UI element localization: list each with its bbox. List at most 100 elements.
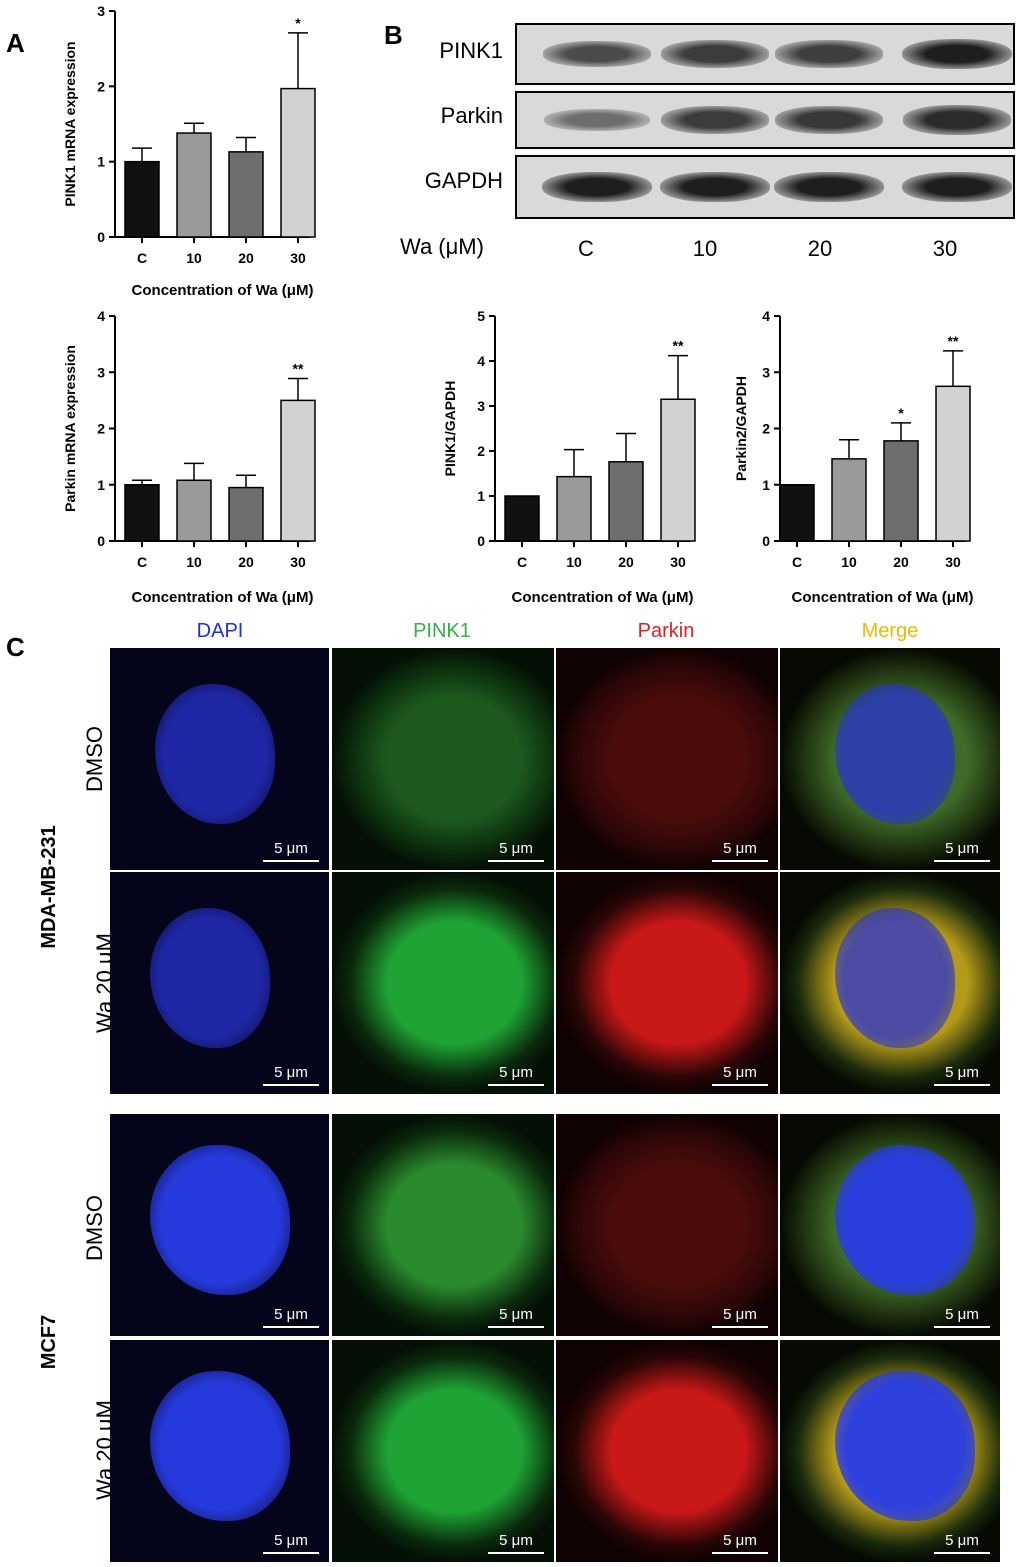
chart-pink1-mrna: 0 1 2 3 PINK1 mRNA expression C 10 20 * 30 Concent… [62,3,316,299]
y-tick-label: 4 [97,308,105,324]
micrograph-dapi-row-4: 5 μm [110,1340,329,1562]
scale-bar-label: 5 μm [274,1532,308,1549]
blot-lane-label-10: 10 [692,236,718,261]
bar-30 [660,398,696,542]
nucleus-shape [835,684,955,824]
channel-label-pink1: PINK1 [413,620,471,642]
scale-bar [488,1326,544,1328]
scale-bar [712,860,768,862]
scale-bar [488,1084,544,1086]
bar-30 [280,87,316,238]
blot-lane-label-c: C [578,236,594,261]
x-tick-label: 30 [290,554,306,570]
blot-lane-label-30: 30 [932,236,958,261]
y-tick-label: 0 [477,533,485,549]
scale-bar-label: 5 μm [274,1306,308,1323]
bar-20 [228,486,264,542]
bar-10 [176,479,212,542]
scale-bar [488,1552,544,1554]
significance-mark: ** [948,333,959,349]
blot-band [543,41,651,67]
blot-strip-gapdh [515,155,1015,219]
y-tick-label: 1 [762,477,770,493]
nucleus-shape [835,1371,975,1521]
scale-bar-label: 5 μm [499,1064,533,1081]
micrograph-pink1-row-1: 5 μm [332,648,554,870]
micrograph-pink1-row-4: 5 μm [332,1340,554,1562]
x-tick-label: 10 [186,554,202,570]
nucleus-shape [835,1145,975,1295]
blot-band [902,105,1012,135]
scale-bar-label: 5 μm [723,1064,757,1081]
micrograph-parkin-row-4: 5 μm [556,1340,778,1562]
blot-lane-axis-label: Wa (μM) [400,234,484,259]
blot-band [661,40,769,68]
scale-bar [934,860,990,862]
x-axis-label: Concentration of Wa (μM) [512,589,694,606]
micrograph-parkin-row-2: 5 μm [556,872,778,1094]
blot-band [660,171,770,203]
chart-parkin-mrna: 0 1 2 3 4 Parkin mRNA expression C 10 20 ** 30 Conc… [62,308,316,606]
bar-10 [831,458,867,542]
scale-bar [934,1326,990,1328]
y-tick-label: 1 [97,154,105,170]
channel-label-dapi: DAPI [196,620,244,642]
bar-C [779,484,815,542]
blot-row-label-gapdh: GAPDH [424,168,503,193]
condition-label-mcf7-dmso: DMSO [82,1195,107,1261]
scale-bar-label: 5 μm [274,1064,308,1081]
y-tick-label: 2 [97,78,105,94]
bar-10 [176,132,212,238]
bar-C [124,484,160,542]
scale-bar-label: 5 μm [945,1532,979,1549]
x-tick-label: 30 [945,554,961,570]
nucleus-shape [155,684,275,824]
blot-lane-label-20: 20 [807,236,833,261]
micrograph-dapi-row-1: 5 μm [110,648,329,870]
micrograph-parkin-row-3: 5 μm [556,1114,778,1336]
scale-bar [712,1084,768,1086]
micrograph-merge-row-3: 5 μm [780,1114,1000,1336]
panel-letter-a: A [6,28,25,58]
y-tick-label: 1 [97,477,105,493]
scale-bar-label: 5 μm [723,1532,757,1549]
y-tick-label: 0 [762,533,770,549]
y-tick-label: 4 [477,353,485,369]
scale-bar-label: 5 μm [723,1306,757,1323]
bar-20 [228,151,264,238]
scale-bar-label: 5 μm [945,840,979,857]
panel-letter-b: B [384,20,403,50]
blot-band [661,106,769,134]
bar-C [124,160,160,238]
scale-bar-label: 5 μm [499,840,533,857]
bar-30 [935,385,971,542]
significance-mark: * [295,15,301,31]
y-tick-label: 2 [477,443,485,459]
y-tick-label: 3 [477,398,485,414]
nucleus-shape [835,908,955,1048]
x-tick-label: C [137,554,147,570]
chart-parkin2-gapdh: 0 1 2 3 4 Parkin2/GAPDH C 10 * 20 ** 30 Concentratio… [733,308,973,606]
scale-bar [488,860,544,862]
x-tick-label: 20 [238,250,254,266]
blot-band [774,171,884,203]
y-tick-label: 3 [97,364,105,380]
micrograph-pink1-row-2: 5 μm [332,872,554,1094]
cell-line-label-mda-mb-231: MDA-MB-231 [38,825,60,949]
channel-label-merge: Merge [861,620,919,642]
x-tick-label: 20 [893,554,909,570]
blot-strip-parkin [515,91,1015,149]
scale-bar [263,1552,319,1554]
cell-line-label-mcf7: MCF7 [38,1314,60,1370]
x-tick-label: 10 [566,554,582,570]
micrograph-dapi-row-3: 5 μm [110,1114,329,1336]
micrograph-merge-row-1: 5 μm [780,648,1000,870]
bar-20 [608,461,644,542]
scale-bar [263,1084,319,1086]
y-tick-label: 0 [97,229,105,245]
x-axis-label: Concentration of Wa (μM) [132,282,314,299]
scale-bar [712,1552,768,1554]
y-tick-label: 4 [762,308,770,324]
bar-C [504,495,540,542]
scale-bar [263,1326,319,1328]
